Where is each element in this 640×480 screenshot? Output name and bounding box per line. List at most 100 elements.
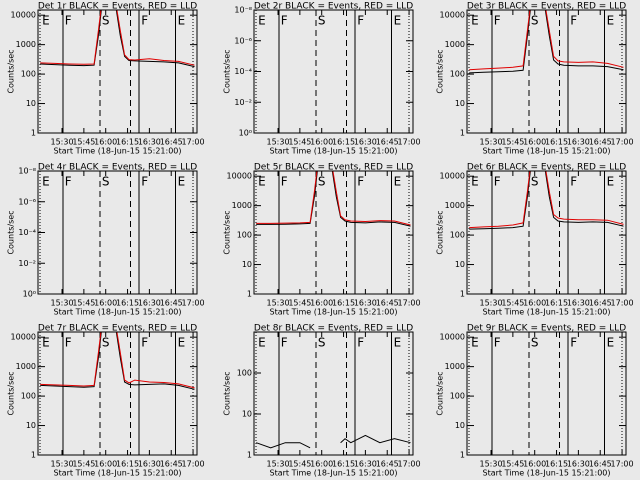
y-tick-label: 1000	[232, 201, 252, 210]
series-line	[40, 10, 195, 68]
x-tick-label: 16:15	[332, 138, 355, 147]
marker-label: F	[281, 175, 288, 189]
x-tick-label: 16:45	[376, 299, 399, 308]
x-tick-label: 16:00	[523, 138, 546, 147]
x-tick-label: 15:45	[288, 138, 311, 147]
panel-title: Det 4r BLACK = Events, RED = LLD	[38, 163, 197, 173]
x-tick-label: 17:00	[182, 138, 205, 147]
x-tick-label: 16:00	[310, 138, 333, 147]
x-tick-label: 16:30	[138, 460, 161, 469]
x-axis-label: Start Time (18-Jun-15 15:21:00)	[54, 147, 182, 156]
series-line	[469, 171, 624, 230]
marker-label: E	[394, 14, 402, 28]
series-line	[469, 10, 624, 74]
panel: Det 7r BLACK = Events, RED = LLD Start Ti…	[7, 324, 205, 478]
y-tick-label: 1000	[445, 362, 465, 371]
x-tick-label: 16:15	[332, 460, 355, 469]
x-tick-label: 16:30	[567, 299, 590, 308]
y-tick-label: 1000	[16, 362, 36, 371]
x-axis-label: Start Time (18-Jun-15 15:21:00)	[483, 469, 611, 478]
marker-label: E	[471, 175, 479, 189]
marker-label: S	[531, 14, 539, 28]
series-line	[469, 10, 624, 71]
x-tick-label: 17:00	[611, 460, 634, 469]
x-tick-label: 16:00	[94, 138, 117, 147]
y-tick-label: 10⁻⁴	[18, 228, 36, 237]
marker-label: E	[258, 14, 266, 28]
y-axis-label: Counts/sec	[7, 210, 16, 254]
y-tick-label: 100	[450, 70, 465, 79]
plot-frame	[37, 331, 198, 456]
x-tick-label: 16:45	[376, 138, 399, 147]
marker-label: E	[178, 336, 186, 350]
x-tick-label: 16:15	[545, 460, 568, 469]
y-tick-label: 1	[460, 451, 465, 460]
panel-title: Det 1r BLACK = Events, RED = LLD	[38, 2, 197, 12]
x-axis-label: Start Time (18-Jun-15 15:21:00)	[54, 469, 182, 478]
marker-label: E	[42, 175, 50, 189]
x-tick-label: 16:15	[116, 138, 139, 147]
y-tick-label: 10	[455, 260, 465, 269]
y-tick-label: 100	[21, 70, 36, 79]
marker-label: F	[357, 175, 364, 189]
y-tick-label: 10000	[440, 172, 465, 181]
panel: Det 4r BLACK = Events, RED = LLD Start Ti…	[7, 163, 205, 317]
marker-label: E	[607, 14, 615, 28]
y-tick-label: 1000	[445, 40, 465, 49]
marker-label: F	[65, 14, 72, 28]
plot-frame	[37, 170, 198, 295]
y-tick-label: 10⁻⁴	[234, 67, 252, 76]
marker-label: F	[281, 336, 288, 350]
x-tick-label: 15:30	[479, 138, 502, 147]
panel-title: Det 6r BLACK = Events, RED = LLD	[467, 163, 626, 173]
x-tick-label: 15:30	[50, 299, 73, 308]
x-tick-label: 16:30	[567, 460, 590, 469]
y-axis-label: Counts/sec	[7, 371, 16, 415]
y-tick-label: 10⁰	[23, 290, 36, 299]
series-line	[256, 171, 411, 227]
x-tick-label: 16:45	[376, 460, 399, 469]
panel-title: Det 5r BLACK = Events, RED = LLD	[254, 163, 413, 173]
x-tick-label: 15:45	[288, 460, 311, 469]
marker-label: E	[471, 336, 479, 350]
marker-label: F	[494, 336, 501, 350]
y-axis-label: Counts/sec	[436, 49, 445, 93]
y-tick-label: 10000	[440, 11, 465, 20]
panel: Det 6r BLACK = Events, RED = LLD Start Ti…	[436, 163, 634, 317]
plot-frame	[466, 170, 627, 295]
x-tick-label: 16:45	[589, 299, 612, 308]
plot-frame	[37, 9, 198, 134]
panel: Det 9r BLACK = Events, RED = LLD Start Ti…	[436, 324, 634, 478]
x-axis-label: Start Time (18-Jun-15 15:21:00)	[54, 308, 182, 317]
y-tick-label: 10	[455, 99, 465, 108]
x-tick-label: 16:00	[310, 460, 333, 469]
panel-title: Det 7r BLACK = Events, RED = LLD	[38, 324, 197, 334]
x-tick-label: 16:15	[545, 299, 568, 308]
y-tick-label: 10000	[11, 11, 36, 20]
plot-frame	[253, 9, 414, 134]
marker-label: F	[65, 336, 72, 350]
y-axis-label: Counts/sec	[223, 49, 232, 93]
y-tick-label: 1	[460, 290, 465, 299]
y-tick-label: 10⁻⁸	[234, 6, 252, 15]
x-tick-label: 15:30	[266, 138, 289, 147]
y-tick-label: 10	[26, 421, 36, 430]
panel: Det 3r BLACK = Events, RED = LLD Start Ti…	[436, 2, 634, 156]
x-tick-label: 16:00	[523, 299, 546, 308]
x-tick-label: 16:00	[94, 460, 117, 469]
x-tick-label: 16:30	[354, 460, 377, 469]
x-axis-label: Start Time (18-Jun-15 15:21:00)	[483, 147, 611, 156]
x-tick-label: 15:45	[501, 460, 524, 469]
x-tick-label: 17:00	[611, 299, 634, 308]
x-tick-label: 16:45	[589, 460, 612, 469]
marker-label: E	[258, 336, 266, 350]
marker-label: S	[102, 175, 110, 189]
y-tick-label: 1000	[16, 40, 36, 49]
y-tick-label: 10⁻²	[18, 259, 36, 268]
y-tick-label: 10⁻⁸	[18, 167, 36, 176]
x-tick-label: 15:30	[479, 299, 502, 308]
marker-label: E	[607, 175, 615, 189]
y-tick-label: 10⁻⁶	[234, 36, 252, 45]
x-tick-label: 15:30	[50, 138, 73, 147]
